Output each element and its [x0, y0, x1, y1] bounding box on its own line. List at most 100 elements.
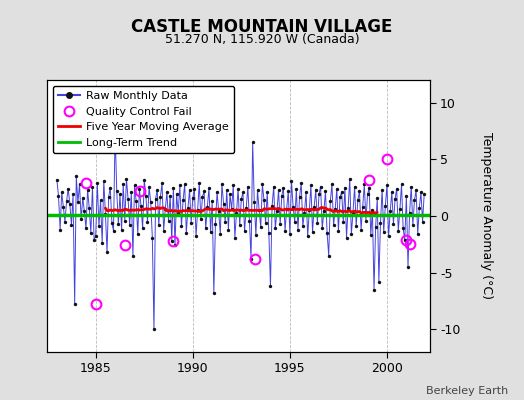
Point [266, 283, 275, 290]
Point [61, 218, 69, 225]
Point [381, 202, 389, 209]
Point [130, 182, 139, 189]
Point [242, 205, 250, 211]
Point [214, 208, 223, 215]
Point [344, 205, 352, 211]
Point [156, 194, 165, 200]
Point [245, 217, 254, 224]
Point [176, 182, 184, 189]
Point [145, 183, 154, 190]
Point [180, 181, 189, 188]
Point [349, 210, 357, 216]
Point [93, 180, 102, 186]
Point [352, 223, 361, 229]
Legend: Raw Monthly Data, Quality Control Fail, Five Year Moving Average, Long-Term Tren: Raw Monthly Data, Quality Control Fail, … [53, 86, 234, 153]
Point [56, 226, 64, 233]
Point [330, 222, 338, 228]
Point [79, 195, 87, 201]
Point [253, 187, 261, 193]
Point [281, 228, 289, 234]
Point [235, 222, 244, 228]
Point [134, 231, 142, 237]
Point [299, 223, 307, 229]
Point [203, 204, 212, 210]
Point [116, 191, 124, 198]
Point [125, 222, 134, 228]
Point [168, 238, 176, 244]
Point [98, 240, 106, 246]
Point [85, 205, 93, 211]
Point [104, 194, 113, 200]
Point [418, 218, 427, 225]
Point [279, 184, 288, 191]
Point [224, 226, 233, 233]
Point [407, 183, 416, 190]
Point [135, 186, 144, 192]
Point [72, 173, 81, 180]
Point [138, 225, 147, 232]
Point [316, 183, 325, 190]
Point [272, 208, 281, 215]
Text: 51.270 N, 115.920 W (Canada): 51.270 N, 115.920 W (Canada) [165, 33, 359, 46]
Point [206, 229, 215, 235]
Point [248, 139, 257, 146]
Point [101, 210, 110, 217]
Point [127, 189, 136, 195]
Point [261, 220, 270, 226]
Point [389, 221, 398, 227]
Point [185, 187, 194, 193]
Point [96, 197, 105, 203]
Point [226, 191, 234, 198]
Point [265, 230, 273, 236]
Point [220, 200, 228, 207]
Y-axis label: Temperature Anomaly (°C): Temperature Anomaly (°C) [480, 132, 493, 300]
Point [307, 182, 315, 189]
Point [420, 191, 429, 198]
Point [113, 188, 121, 194]
Point [268, 202, 276, 209]
Point [171, 242, 179, 249]
Point [151, 196, 160, 202]
Point [296, 194, 304, 200]
Point [121, 217, 129, 224]
Point [334, 228, 343, 234]
Point [413, 231, 422, 237]
Point [365, 184, 374, 191]
Point [179, 197, 187, 203]
Point [75, 181, 84, 188]
Point [88, 183, 96, 190]
Point [172, 191, 181, 198]
Point [227, 206, 236, 212]
Point [290, 218, 299, 225]
Point [284, 188, 292, 194]
Point [229, 182, 237, 189]
Point [358, 204, 367, 210]
Point [312, 187, 320, 193]
Point [373, 195, 381, 201]
Point [406, 210, 414, 216]
Point [297, 180, 305, 186]
Point [250, 199, 258, 206]
Point [174, 210, 182, 216]
Point [196, 216, 205, 222]
Point [59, 204, 68, 210]
Point [90, 237, 99, 243]
Point [153, 187, 161, 193]
Point [341, 184, 349, 191]
Point [362, 217, 370, 224]
Point [158, 180, 166, 186]
Point [260, 197, 268, 203]
Point [363, 191, 372, 198]
Point [400, 237, 409, 243]
Point [210, 290, 218, 296]
Point [137, 202, 145, 209]
Point [237, 196, 246, 202]
Point [195, 180, 203, 186]
Point [111, 128, 119, 134]
Point [394, 228, 402, 234]
Point [308, 229, 316, 235]
Point [166, 192, 174, 199]
Point [276, 221, 285, 227]
Point [415, 205, 423, 211]
Point [231, 234, 239, 241]
